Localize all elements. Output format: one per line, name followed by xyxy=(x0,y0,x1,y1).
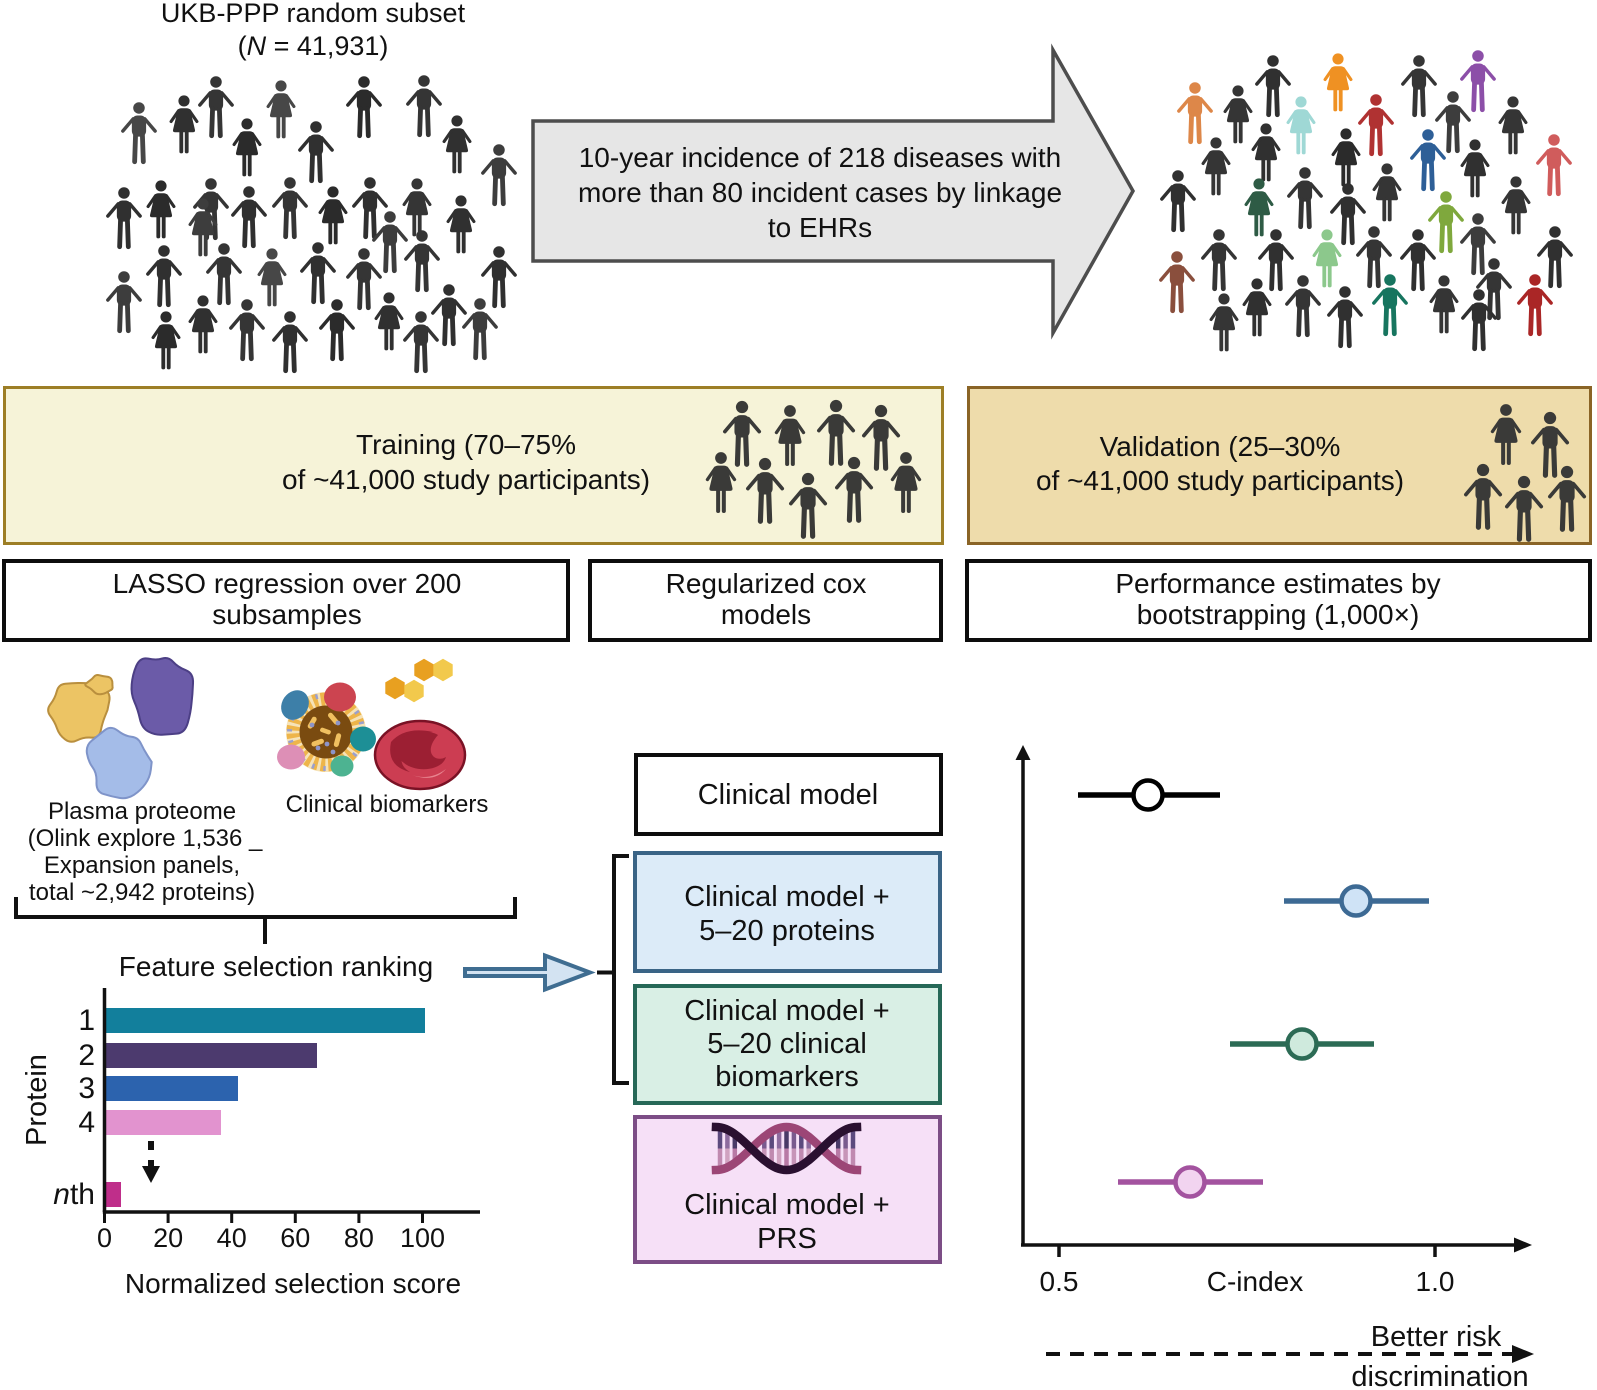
svg-text:40: 40 xyxy=(217,1223,247,1253)
svg-text:100: 100 xyxy=(400,1223,445,1253)
svg-text:Normalized selection score: Normalized selection score xyxy=(125,1268,461,1299)
svg-text:4: 4 xyxy=(78,1106,95,1139)
svg-text:C-index: C-index xyxy=(1207,1266,1303,1297)
svg-text:Feature selection ranking: Feature selection ranking xyxy=(119,951,433,982)
svg-text:1: 1 xyxy=(78,1004,95,1037)
svg-text:0.5: 0.5 xyxy=(1040,1266,1079,1297)
svg-text:nth: nth xyxy=(53,1178,95,1211)
svg-text:0: 0 xyxy=(97,1223,112,1253)
svg-text:20: 20 xyxy=(153,1223,183,1253)
svg-text:2: 2 xyxy=(78,1039,95,1072)
svg-text:1.0: 1.0 xyxy=(1416,1266,1455,1297)
svg-text:80: 80 xyxy=(344,1223,374,1253)
svg-text:60: 60 xyxy=(280,1223,310,1253)
svg-text:Protein: Protein xyxy=(21,1054,53,1146)
svg-text:discrimination: discrimination xyxy=(1351,1361,1528,1390)
svg-text:Better risk: Better risk xyxy=(1371,1321,1502,1353)
svg-text:3: 3 xyxy=(78,1072,95,1105)
